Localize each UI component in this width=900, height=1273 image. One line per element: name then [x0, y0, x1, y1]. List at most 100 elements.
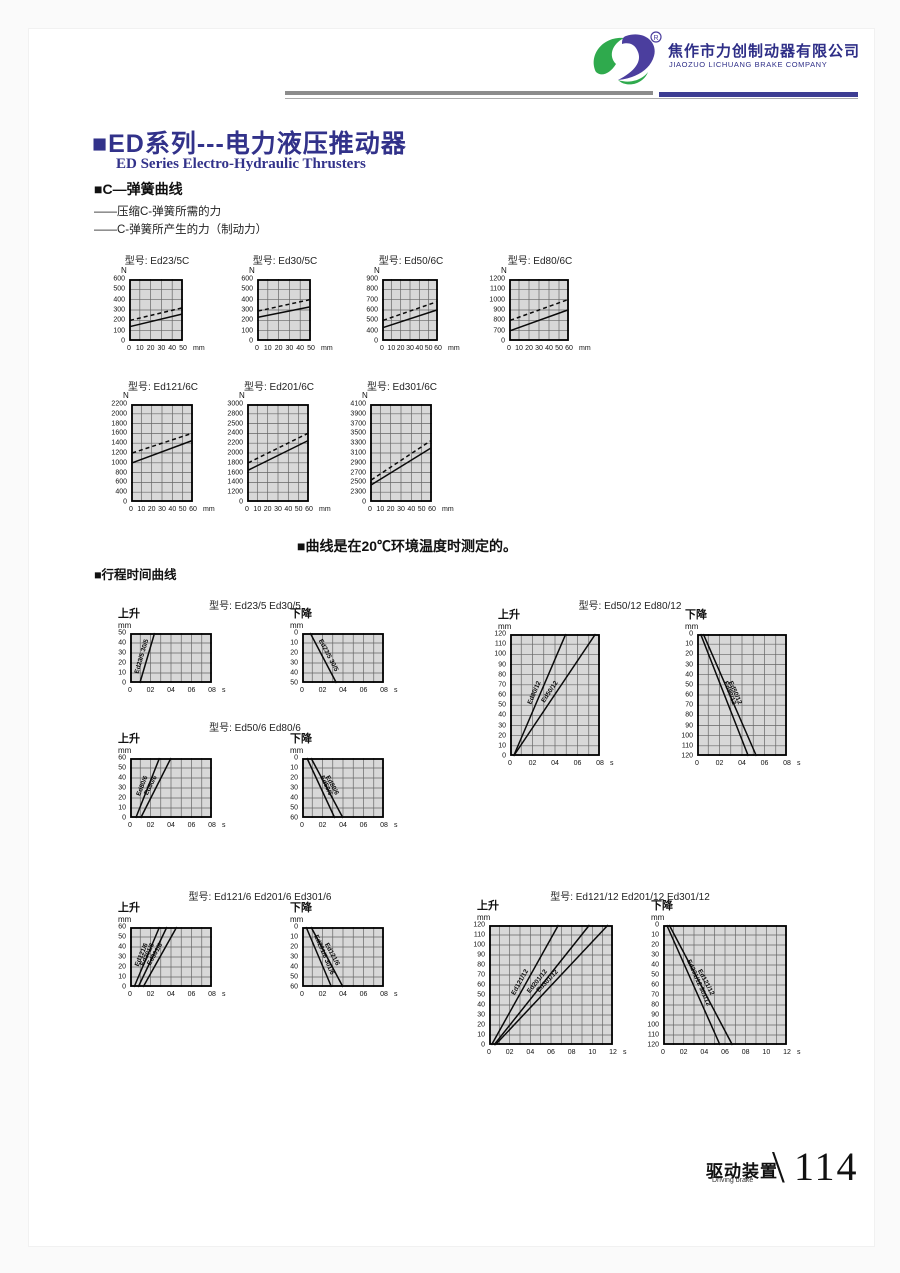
y-tick: 20	[498, 732, 506, 740]
x-tick: 06	[721, 1049, 729, 1056]
y-tick: 50	[118, 933, 126, 941]
y-tick: 0	[122, 983, 126, 991]
x-unit-label: s	[394, 991, 398, 998]
y-tick: 0	[501, 337, 505, 345]
y-tick: 600	[366, 306, 378, 314]
x-tick: 20	[525, 345, 533, 352]
page-subtitle: ED Series Electro-Hydraulic Thrusters	[116, 156, 366, 172]
x-tick: 08	[208, 687, 216, 694]
header-rule-thin	[285, 98, 858, 99]
y-tick: 0	[294, 923, 298, 931]
x-unit-label: s	[623, 1049, 627, 1056]
x-tick: 08	[783, 760, 791, 767]
x-tick: 60	[565, 345, 573, 352]
y-tick: 60	[477, 981, 485, 989]
y-tick: 0	[655, 921, 659, 929]
stroke-group-title-ed23-ed30: 型号: Ed23/5 Ed30/5	[209, 601, 301, 612]
legend-produced-force: ——C-弹簧所产生的力（制动力）	[94, 224, 268, 236]
y-tick: 300	[241, 306, 253, 314]
x-tick: 40	[545, 345, 553, 352]
y-tick: 80	[685, 711, 693, 719]
y-tick: 600	[241, 275, 253, 283]
legend-required-force: ——压缩C-弹簧所需的力	[94, 206, 222, 218]
y-unit-label: mm	[118, 915, 132, 924]
x-tick: 30	[535, 345, 543, 352]
x-tick: 10	[376, 506, 385, 513]
y-tick: 60	[685, 691, 693, 699]
x-unit-label: s	[394, 822, 398, 829]
y-tick: 110	[494, 640, 506, 648]
series-line	[257, 306, 311, 318]
x-tick: 06	[187, 687, 196, 694]
spring-chart-ed30-5c: N 600 500 400 300 200 100 0 0 10 20 30 40 50 mm	[227, 265, 343, 357]
y-tick: 30	[498, 722, 506, 729]
page-title: ■ED系列---电力液压推动器	[92, 130, 407, 158]
direction-label: 下降	[290, 733, 312, 745]
x-tick: 06	[187, 991, 196, 998]
y-tick: 1400	[227, 478, 243, 486]
series-line	[493, 924, 591, 1046]
direction-label: 上升	[118, 608, 140, 620]
y-tick: 2200	[111, 400, 127, 408]
y-tick: 3100	[350, 449, 366, 457]
x-unit-label: mm	[193, 345, 205, 352]
series-line	[133, 926, 161, 988]
stroke-fall-chart-ed121-6: 下降 mm 0 10 20 30 40 50 60 0 02 04 06 08 s Ed201/6 301/6…	[280, 903, 416, 1003]
x-tick: 02	[318, 822, 327, 829]
y-tick: 20	[477, 1021, 485, 1029]
direction-label: 上升	[118, 733, 140, 745]
x-tick: 04	[167, 687, 175, 694]
y-tick: 2900	[350, 459, 366, 467]
stroke-rise-chart-ed121-12: 上升 mm 120 110 100 90 80 70 60 50 40 30 20 10 0 0 02 04 06 0…	[467, 901, 645, 1061]
y-tick: 120	[647, 1041, 659, 1049]
series-line	[139, 757, 172, 819]
y-tick: 120	[473, 921, 485, 929]
x-tick: 04	[339, 822, 347, 829]
stroke-group-title-ed121-6: 型号: Ed121/6 Ed201/6 Ed301/6	[188, 892, 332, 903]
series-line	[490, 924, 560, 1046]
x-unit-label: s	[394, 687, 398, 694]
x-tick: 0	[487, 1049, 491, 1056]
chart-plot	[257, 279, 311, 341]
y-tick: 0	[122, 814, 126, 822]
direction-label: 下降	[290, 608, 312, 620]
x-tick: 08	[380, 687, 388, 694]
series-line	[370, 447, 432, 486]
x-tick: 08	[596, 760, 604, 767]
x-tick: 10	[762, 1049, 771, 1056]
y-tick: 30	[651, 951, 659, 959]
y-tick: 100	[681, 732, 693, 740]
y-tick: 2400	[227, 429, 243, 437]
y-tick: 1000	[489, 296, 505, 304]
x-tick: 02	[715, 760, 724, 767]
y-tick: 3500	[350, 429, 366, 437]
y-tick: 110	[647, 1031, 659, 1039]
x-tick: 50	[179, 345, 187, 352]
y-tick: 200	[241, 316, 253, 324]
y-tick: 4100	[350, 400, 366, 408]
y-tick: 80	[477, 961, 485, 969]
x-tick: 10	[135, 345, 144, 352]
y-unit-label: mm	[651, 913, 665, 922]
y-tick: 60	[498, 691, 506, 699]
y-tick: 10	[290, 764, 298, 772]
spring-chart-ed301-6c: N 4100 3900 3700 3500 3300 3100 2900 2700 2500 230…	[340, 390, 464, 518]
x-tick: 40	[168, 345, 177, 352]
x-unit-label: mm	[321, 345, 333, 352]
y-tick: 70	[685, 701, 693, 709]
y-tick: 70	[498, 681, 506, 689]
x-tick: 12	[609, 1049, 617, 1056]
spring-chart-title-ed301-6c: 型号: Ed301/6C	[366, 382, 438, 393]
y-tick: 70	[477, 971, 485, 979]
spring-chart-title-ed30-5c: 型号: Ed30/5C	[252, 256, 318, 267]
x-tick: 02	[146, 687, 155, 694]
stroke-rise-chart-ed121-6: 上升 mm 60 50 40 30 20 10 0 0 02 04 06 08 s Ed121/6 Ed201/…	[108, 903, 244, 1003]
series-line	[666, 924, 721, 1046]
section-stroke-time-curves: ■行程时间曲线	[94, 568, 177, 582]
x-tick: 10	[137, 506, 146, 513]
y-unit-label: mm	[118, 746, 132, 755]
y-tick: 500	[241, 285, 253, 293]
direction-label: 下降	[651, 900, 673, 912]
x-tick: 02	[318, 991, 327, 998]
